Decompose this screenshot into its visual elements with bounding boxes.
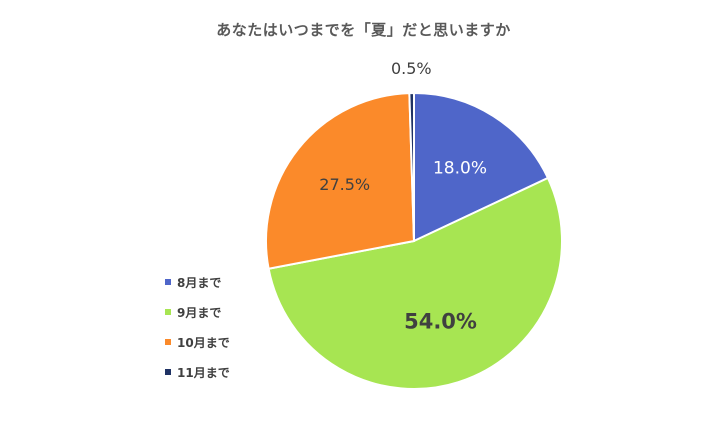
chart-title: あなたはいつまでを「夏」だと思いますか (216, 21, 511, 39)
legend-item-9-month: 9月まで (165, 304, 230, 320)
legend-item-11-month: 11月まで (165, 364, 230, 380)
legend-swatch (165, 309, 171, 315)
legend-swatch (165, 279, 171, 285)
legend-swatch (165, 339, 171, 345)
legend-label: 9月まで (177, 305, 222, 320)
legend: 8月まで 9月まで 10月まで 11月まで (165, 274, 230, 394)
pie-slice-8-month (413, 91, 550, 243)
data-label-11-month: 0.5% (391, 59, 432, 78)
pie-slice-11-month (408, 91, 415, 242)
data-label-9-month: 54.0% (404, 310, 477, 334)
data-label-10-month: 27.5% (319, 175, 370, 194)
legend-swatch (165, 369, 171, 375)
legend-label: 8月まで (177, 275, 222, 290)
pie-slice-10-month (265, 92, 416, 270)
legend-label: 10月まで (177, 335, 230, 350)
pie-slice-9-month (267, 176, 563, 390)
legend-item-10-month: 10月まで (165, 334, 230, 350)
legend-label: 11月まで (177, 365, 230, 380)
data-label-8-month: 18.0% (433, 159, 487, 179)
legend-item-8-month: 8月まで (165, 274, 230, 290)
